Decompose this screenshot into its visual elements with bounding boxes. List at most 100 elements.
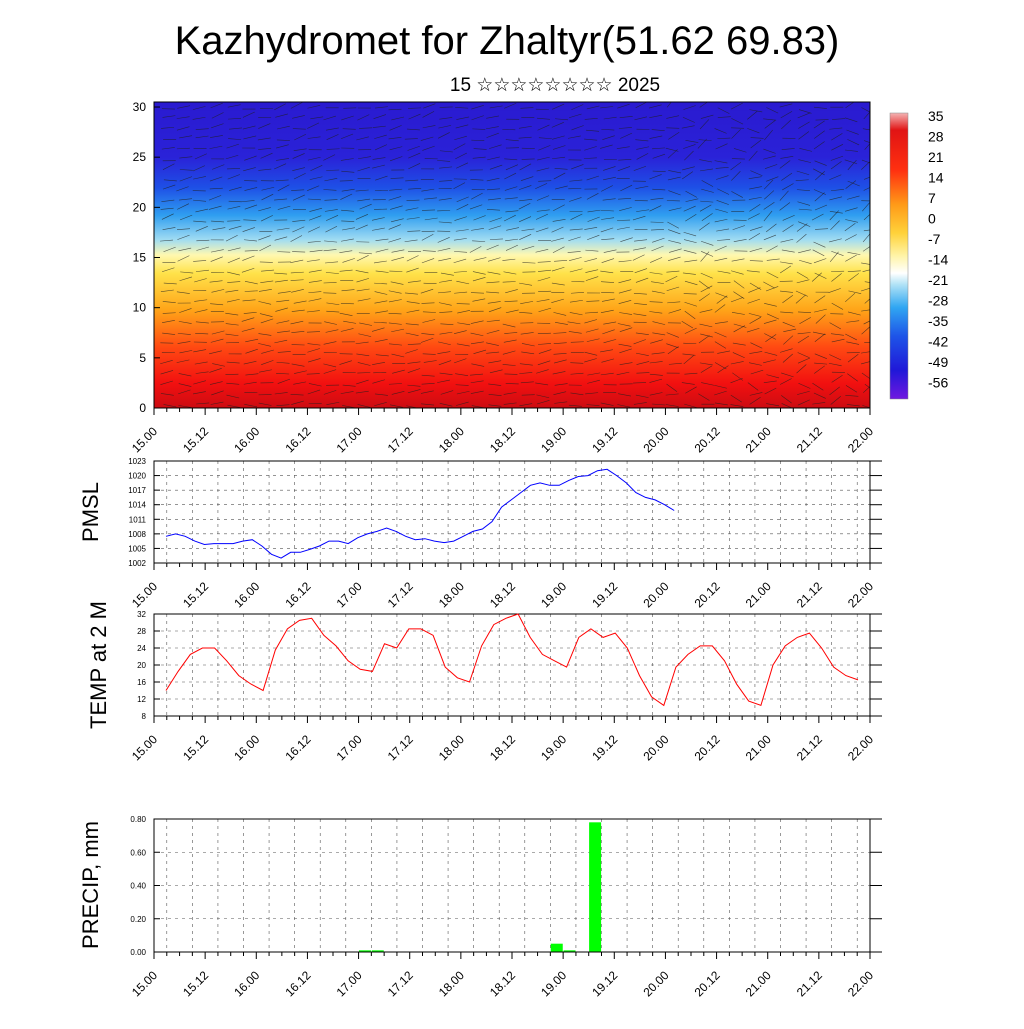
x-tick-label: 22.00 <box>845 968 876 999</box>
x-tick-label: 21.00 <box>743 968 774 999</box>
x-tick-label: 20.12 <box>692 732 723 763</box>
y-tick-label: 1011 <box>129 515 147 524</box>
y-tick-label: 1014 <box>128 501 146 510</box>
y-tick-label: 1002 <box>128 559 146 568</box>
y-tick-label: 16 <box>137 678 146 687</box>
y-tick-label: 1020 <box>128 472 146 481</box>
x-tick-label: 16.00 <box>231 968 262 999</box>
x-tick-label: 20.00 <box>640 579 671 610</box>
pmsl-ylabel: PMSL <box>78 482 103 542</box>
y-tick-label: 0.00 <box>130 948 146 957</box>
x-tick-label: 20.12 <box>692 968 723 999</box>
y-tick-label: 0 <box>139 401 146 415</box>
x-tick-label: 21.00 <box>743 732 774 763</box>
temp-ylabel: TEMP at 2 M <box>86 601 111 729</box>
colorbar-label: 14 <box>928 170 944 186</box>
x-tick-label: 20.00 <box>640 732 671 763</box>
x-tick-label: 21.12 <box>794 424 825 455</box>
precip-ylabel: PRECIP, mm <box>78 821 103 949</box>
x-tick-label: 18.00 <box>436 732 467 763</box>
x-tick-label: 21.12 <box>794 732 825 763</box>
y-tick-label: 1023 <box>128 457 146 466</box>
colorbar-label: -42 <box>928 334 948 350</box>
x-tick-label: 16.00 <box>231 732 262 763</box>
x-tick-label: 19.12 <box>589 968 620 999</box>
y-tick-label: 8 <box>142 712 147 721</box>
x-tick-label: 15.00 <box>129 732 160 763</box>
x-tick-label: 18.12 <box>487 579 518 610</box>
y-tick-label: 24 <box>137 644 146 653</box>
colorbar-label: -56 <box>928 375 948 391</box>
x-tick-label: 19.12 <box>589 732 620 763</box>
x-tick-label: 17.00 <box>334 424 365 455</box>
x-tick-label: 19.12 <box>589 424 620 455</box>
x-tick-label: 21.12 <box>794 579 825 610</box>
x-tick-label: 16.12 <box>282 732 313 763</box>
temp-panel: 8 12 16 20 24 28 32 15.00 15.12 16.00 16.12 17.00 1… <box>86 601 882 763</box>
x-tick-label: 16.00 <box>231 424 262 455</box>
y-tick-label: 25 <box>133 150 147 164</box>
x-tick-label: 18.12 <box>487 424 518 455</box>
y-tick-label: 0.20 <box>130 915 146 924</box>
y-tick-label: 30 <box>133 100 147 114</box>
x-tick-label: 17.00 <box>334 579 365 610</box>
x-tick-label: 22.00 <box>845 424 876 455</box>
chart-subtitle: 15 ☆☆☆☆☆☆☆☆ 2025 <box>450 75 660 96</box>
x-tick-label: 18.12 <box>487 968 518 999</box>
x-tick-label: 20.00 <box>640 968 671 999</box>
pmsl-series-line <box>166 469 674 558</box>
x-tick-label: 19.00 <box>538 424 569 455</box>
y-tick-label: 0.60 <box>130 848 146 857</box>
colorbar-label: 21 <box>928 149 944 165</box>
x-tick-label: 15.12 <box>180 424 211 455</box>
colorbar-label: -35 <box>928 313 948 329</box>
y-tick-label: 0.80 <box>130 815 146 824</box>
x-tick-label: 19.00 <box>538 579 569 610</box>
x-tick-label: 16.12 <box>282 968 313 999</box>
pmsl-frame <box>154 461 870 563</box>
y-tick-label: 20 <box>133 200 147 214</box>
y-tick-label: 0.40 <box>130 882 146 891</box>
colorbar-label: 35 <box>928 108 944 124</box>
y-tick-label: 20 <box>137 661 146 670</box>
y-tick-label: 12 <box>137 695 146 704</box>
colorbar-label: -21 <box>928 272 948 288</box>
y-tick-label: 5 <box>139 351 146 365</box>
colorbar-label: 0 <box>928 211 936 227</box>
x-tick-label: 18.00 <box>436 579 467 610</box>
colorbar-label: -7 <box>928 231 941 247</box>
precip-bar <box>589 822 601 952</box>
x-tick-label: 18.12 <box>487 732 518 763</box>
x-tick-label: 17.00 <box>334 968 365 999</box>
colorbar-label: 7 <box>928 190 936 206</box>
x-tick-label: 21.00 <box>743 579 774 610</box>
y-tick-label: 1005 <box>128 544 146 553</box>
y-tick-label: 32 <box>137 610 146 619</box>
y-tick-label: 28 <box>137 627 146 636</box>
x-tick-label: 20.12 <box>692 424 723 455</box>
y-tick-label: 10 <box>133 301 147 315</box>
x-tick-label: 21.12 <box>794 968 825 999</box>
x-tick-label: 17.12 <box>385 732 416 763</box>
x-tick-label: 22.00 <box>845 579 876 610</box>
x-tick-label: 19.00 <box>538 732 569 763</box>
y-tick-label: 1017 <box>128 486 146 495</box>
chart-title: Kazhydromet for Zhaltyr(51.62 69.83) <box>175 19 840 63</box>
x-tick-label: 17.12 <box>385 579 416 610</box>
x-tick-label: 15.12 <box>180 732 211 763</box>
x-tick-label: 15.12 <box>180 579 211 610</box>
x-tick-label: 19.12 <box>589 579 620 610</box>
colorbar-strip <box>890 113 908 399</box>
colorbar-label: -14 <box>928 252 948 268</box>
x-tick-label: 17.00 <box>334 732 365 763</box>
x-tick-label: 17.12 <box>385 424 416 455</box>
x-tick-label: 15.12 <box>180 968 211 999</box>
x-tick-label: 18.00 <box>436 424 467 455</box>
precip-bar <box>551 944 563 952</box>
y-tick-label: 15 <box>133 251 147 265</box>
colorbar-label: -28 <box>928 293 948 309</box>
